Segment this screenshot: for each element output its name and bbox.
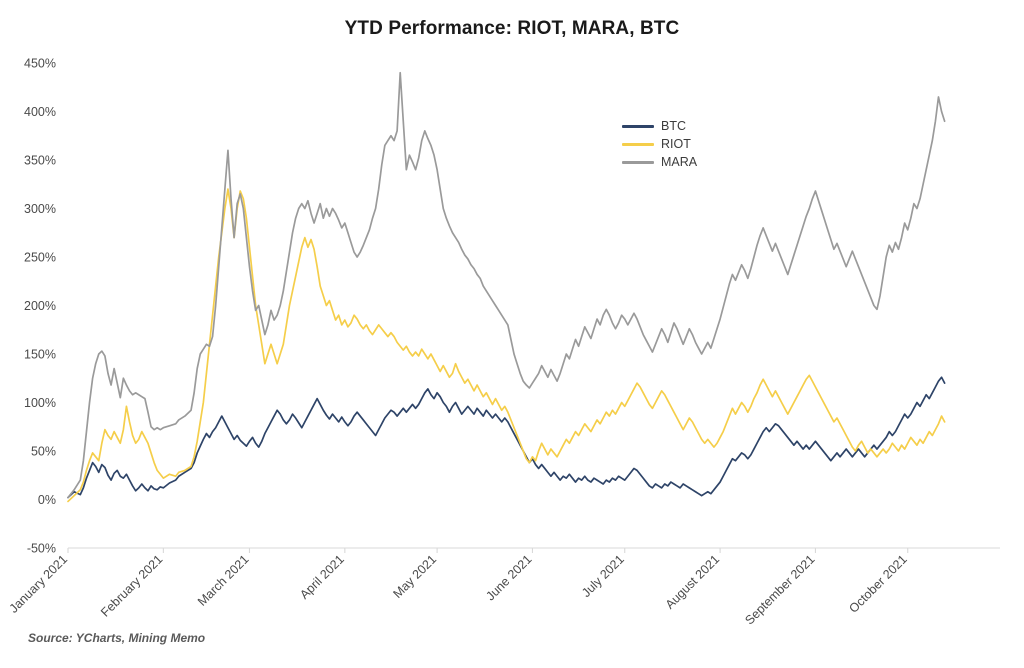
y-axis-tick-label: 150% [24,348,56,362]
source-note: Source: YCharts, Mining Memo [28,631,206,645]
x-axis-tick-label: February 2021 [98,552,165,619]
legend-label-btc: BTC [661,119,686,134]
x-axis-tick-label: August 2021 [663,552,723,612]
x-axis-tick-label: April 2021 [297,552,347,602]
y-axis-tick-label: 450% [24,57,56,71]
y-axis: -50% 0% 50% 100% 150% 200% 250% 300% 350% 400% 450… [24,57,56,556]
x-axis-tick-label: October 2021 [846,552,909,615]
x-axis: January 2021 February 2021 March 2021 April… [7,547,1000,627]
series-line-mara [67,71,946,499]
y-axis-tick-label: 100% [24,396,56,410]
y-axis-tick-label: 300% [24,202,56,216]
series-lines [67,71,946,503]
y-axis-tick-label: 400% [24,105,56,119]
x-axis-tick-label: January 2021 [7,552,70,615]
legend-item-mara[interactable]: MARA [622,154,697,171]
x-axis-tick-label: September 2021 [742,552,817,627]
legend-swatch-btc [622,125,654,128]
chart-legend: BTC RIOT MARA [622,118,697,172]
y-axis-tick-label: 200% [24,299,56,313]
y-axis-tick-label: 0% [38,493,56,507]
y-axis-tick-label: 350% [24,154,56,168]
page-title: YTD Performance: RIOT, MARA, BTC [344,18,680,39]
legend-swatch-riot [622,143,654,146]
legend-item-btc[interactable]: BTC [622,118,697,135]
series-line-riot [67,188,946,503]
x-axis-tick-label: May 2021 [391,552,440,601]
x-axis-tick-label: June 2021 [483,552,534,603]
legend-item-riot[interactable]: RIOT [622,136,697,153]
legend-label-mara: MARA [661,155,698,170]
y-axis-tick-label: 50% [31,445,56,459]
y-axis-tick-label: 250% [24,251,56,265]
legend-label-riot: RIOT [661,137,691,152]
series-line-btc [67,376,946,499]
x-axis-tick-label: July 2021 [579,552,627,600]
legend-swatch-mara [622,161,654,164]
y-axis-tick-label: -50% [27,542,56,556]
x-axis-tick-label: March 2021 [195,552,252,609]
